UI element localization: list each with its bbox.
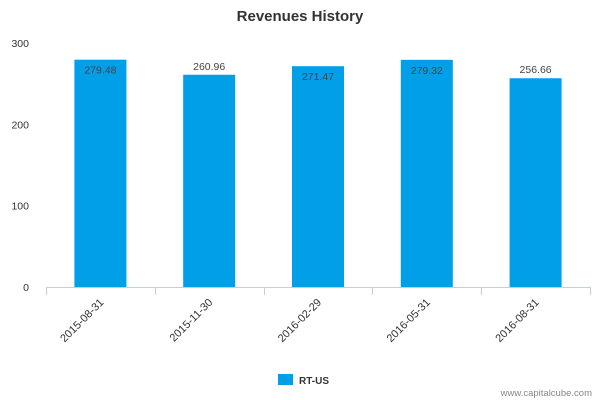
data-label: 271.47 bbox=[302, 71, 334, 83]
watermark-text: www.capitalcube.com bbox=[500, 388, 592, 399]
x-tick-label: 2016-05-31 bbox=[385, 297, 433, 345]
bar[interactable] bbox=[400, 59, 453, 287]
x-tick-label: 2015-11-30 bbox=[168, 297, 216, 345]
x-tick-label: 2015-08-31 bbox=[58, 297, 106, 345]
data-labels: 279.48 260.96 271.47 279.32 256.66 bbox=[84, 61, 551, 83]
chart-title: Revenues History bbox=[237, 8, 364, 25]
data-label: 279.48 bbox=[84, 65, 116, 77]
legend-label-rt-us: RT-US bbox=[299, 376, 329, 387]
y-axis: 0 100 200 300 bbox=[11, 38, 29, 294]
x-axis: 2015-08-31 2015-11-30 2016-02-29 2016-05-31… bbox=[46, 287, 591, 345]
y-tick-label: 200 bbox=[11, 119, 29, 131]
bar-series bbox=[74, 59, 562, 287]
y-tick-label: 0 bbox=[23, 282, 29, 294]
bar[interactable] bbox=[183, 74, 236, 287]
bar[interactable] bbox=[509, 78, 562, 287]
x-tick-label: 2016-02-29 bbox=[276, 297, 324, 345]
data-label: 256.66 bbox=[520, 64, 552, 76]
bar[interactable] bbox=[74, 59, 127, 287]
legend[interactable]: RT-US bbox=[278, 374, 329, 387]
bar[interactable] bbox=[292, 66, 344, 287]
y-tick-label: 100 bbox=[11, 201, 29, 213]
y-tick-label: 300 bbox=[11, 38, 29, 50]
x-tick-label: 2016-08-31 bbox=[493, 297, 541, 345]
data-label: 260.96 bbox=[193, 61, 225, 73]
data-label: 279.32 bbox=[411, 65, 443, 77]
legend-swatch-rt-us bbox=[278, 374, 293, 385]
